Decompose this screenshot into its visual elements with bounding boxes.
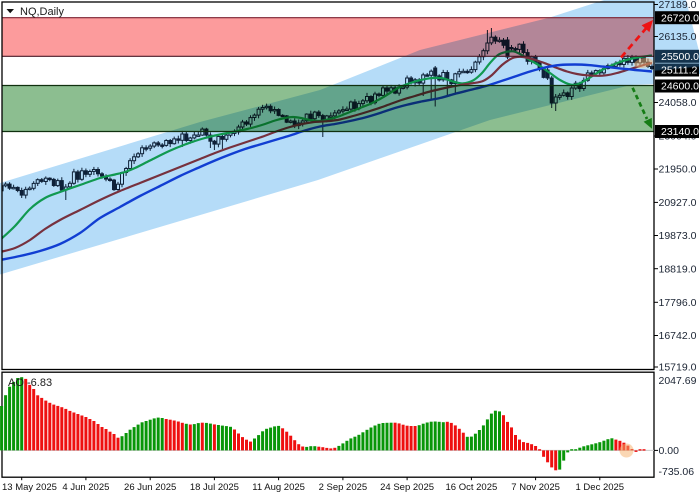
svg-text:23140.0: 23140.0 <box>661 126 699 138</box>
svg-text:24600.0: 24600.0 <box>661 81 699 93</box>
svg-text:11 Aug 2025: 11 Aug 2025 <box>252 482 305 493</box>
svg-text:NQ,Daily: NQ,Daily <box>20 6 65 18</box>
svg-text:-6.83: -6.83 <box>27 377 52 389</box>
svg-text:2047.69: 2047.69 <box>659 375 697 387</box>
svg-text:25500.0: 25500.0 <box>661 51 699 63</box>
svg-text:4 Jun 2025: 4 Jun 2025 <box>62 482 109 493</box>
svg-text:21950.0: 21950.0 <box>659 164 697 176</box>
svg-text:2 Sep 2025: 2 Sep 2025 <box>319 482 368 493</box>
svg-text:18819.0: 18819.0 <box>659 263 697 275</box>
svg-text:26720.0: 26720.0 <box>661 12 699 24</box>
svg-text:13 May 2025: 13 May 2025 <box>2 482 57 493</box>
svg-text:26 Jun 2025: 26 Jun 2025 <box>124 482 176 493</box>
svg-text:15719.0: 15719.0 <box>659 362 697 374</box>
svg-text:16742.0: 16742.0 <box>659 330 697 342</box>
svg-text:0.00: 0.00 <box>659 445 680 457</box>
svg-text:AO: AO <box>8 377 24 389</box>
svg-text:-735.06: -735.06 <box>659 466 695 478</box>
svg-text:25111.2: 25111.2 <box>661 65 698 77</box>
svg-text:24 Sep 2025: 24 Sep 2025 <box>380 482 434 493</box>
svg-text:17796.0: 17796.0 <box>659 297 697 309</box>
svg-text:20927.0: 20927.0 <box>659 197 697 209</box>
svg-text:18 Jul 2025: 18 Jul 2025 <box>190 482 239 493</box>
svg-text:16 Oct 2025: 16 Oct 2025 <box>446 482 498 493</box>
svg-text:1 Dec 2025: 1 Dec 2025 <box>576 482 625 493</box>
svg-text:7 Nov 2025: 7 Nov 2025 <box>511 482 560 493</box>
svg-text:26135.0: 26135.0 <box>659 31 697 43</box>
svg-text:19873.0: 19873.0 <box>659 230 697 242</box>
svg-text:27189.0: 27189.0 <box>659 0 697 11</box>
svg-text:24058.0: 24058.0 <box>659 97 697 109</box>
